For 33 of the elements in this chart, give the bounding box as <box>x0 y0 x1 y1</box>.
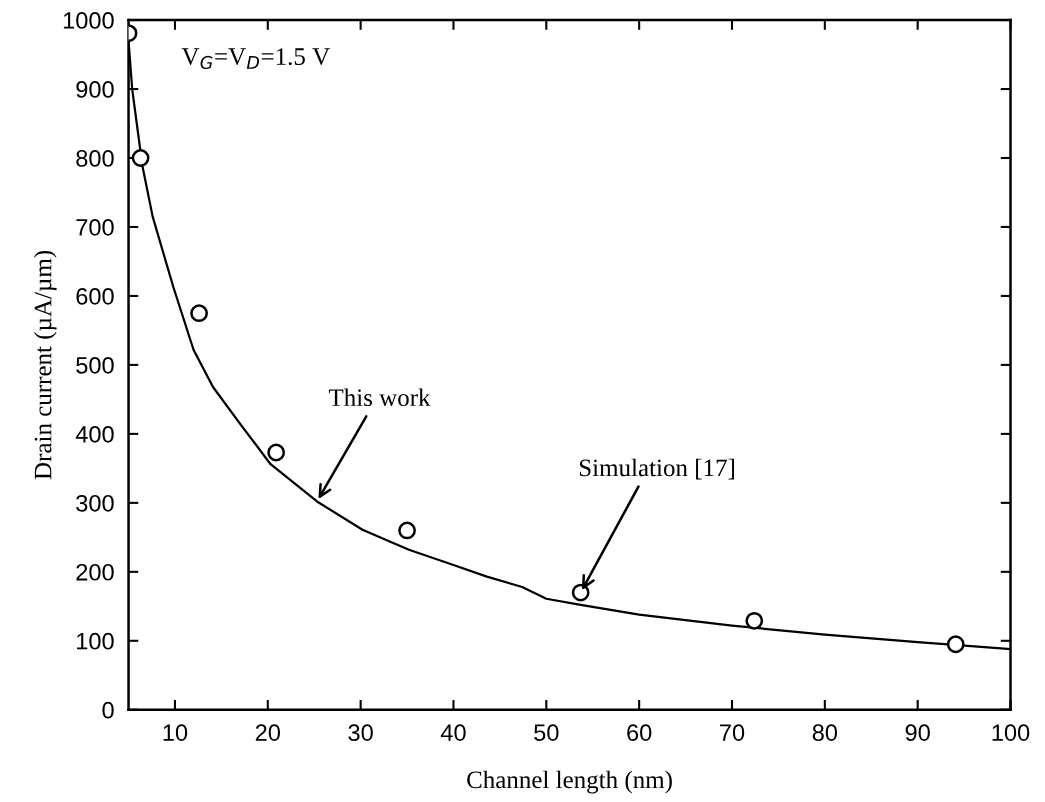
point <box>398 521 416 540</box>
y-tick-label: 400 <box>75 425 114 443</box>
point <box>946 635 965 654</box>
y-tick-label: 700 <box>76 219 114 236</box>
y-tick-label: 600 <box>76 288 114 305</box>
point <box>267 443 286 462</box>
x-tick-label: 40 <box>440 724 466 741</box>
x-tick-label: 60 <box>627 724 652 741</box>
annotation: This work <box>328 388 431 407</box>
annotation: V$_{G}$=V$_{D}$=1.5 V <box>181 48 330 70</box>
y-tick-label: 0 <box>102 701 114 719</box>
y-tick-label: 200 <box>76 563 114 581</box>
x-tick-label: 10 <box>163 724 188 741</box>
x-tick-label: 30 <box>348 724 373 741</box>
point <box>745 611 764 630</box>
y-tick-label: 300 <box>76 494 114 512</box>
x-tick-label: 100 <box>992 724 1030 741</box>
y-tick-label: 800 <box>76 150 114 167</box>
y-tick-label: 100 <box>77 632 114 650</box>
x-axis-title: Channel length (nm) <box>467 770 672 794</box>
annotation: Simulation [17] <box>579 458 735 480</box>
point <box>131 149 150 167</box>
y-axis-title: Drain current (µA/µm) <box>33 250 57 480</box>
y-tick-label: 500 <box>76 356 114 374</box>
y-tick-label: 900 <box>76 81 114 98</box>
x-tick-label: 80 <box>812 724 838 741</box>
x-tick-label: 90 <box>905 724 930 741</box>
x-tick-label: 20 <box>255 724 280 741</box>
x-tick-label: 70 <box>720 724 745 741</box>
point <box>190 304 208 323</box>
y-tick-label: 1000 <box>63 12 114 29</box>
point <box>571 583 590 602</box>
x-tick-label: 50 <box>534 724 559 741</box>
